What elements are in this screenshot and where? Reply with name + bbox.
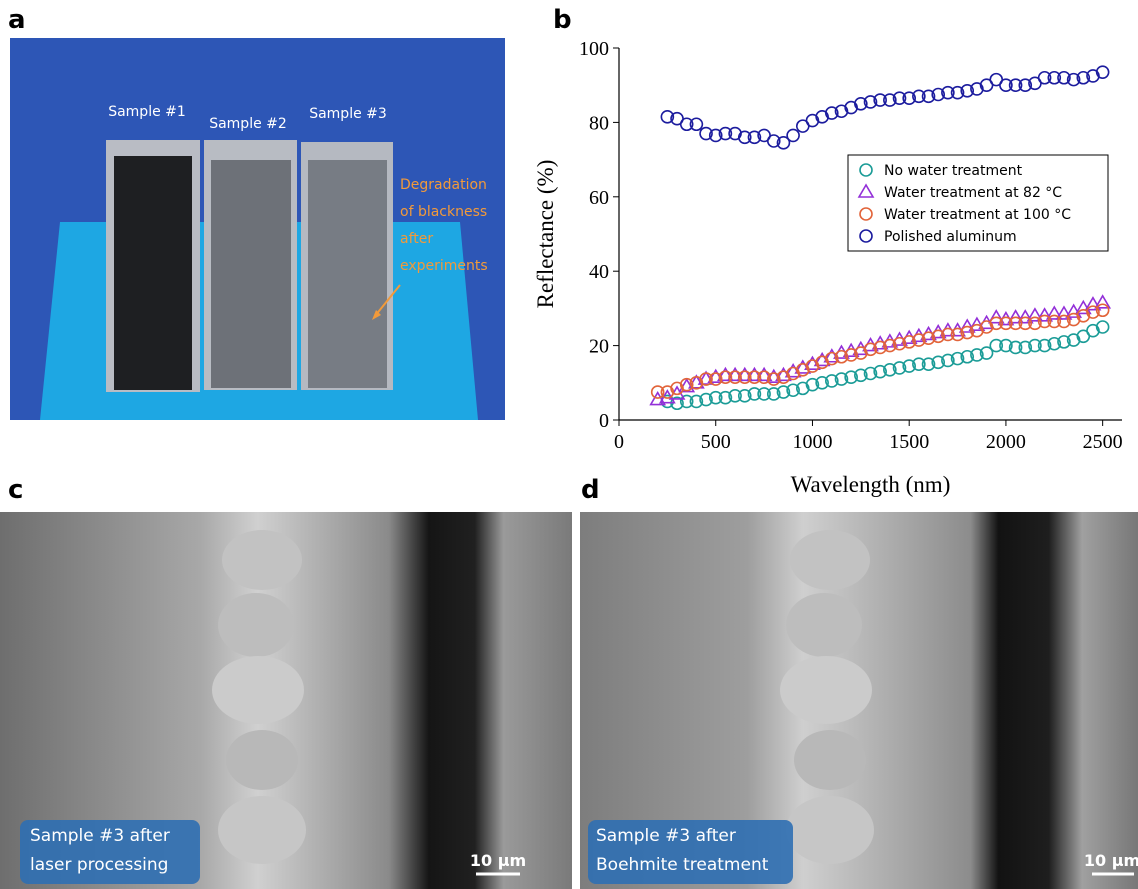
x-tick-label: 2000 xyxy=(986,431,1026,453)
caption: laser processing xyxy=(30,855,168,875)
y-tick-label: 60 xyxy=(589,187,609,209)
legend-label: Polished aluminum xyxy=(884,229,1017,245)
sample-label: Sample #3 xyxy=(309,106,387,122)
annotation: after xyxy=(400,231,433,247)
marker xyxy=(787,129,799,141)
annotation: Degradation xyxy=(400,177,487,193)
caption: Boehmite treatment xyxy=(596,855,769,875)
scale-bar-label: 10 μm xyxy=(1084,851,1138,870)
sample-label: Sample #1 xyxy=(108,104,186,120)
y-tick-label: 0 xyxy=(599,410,609,432)
x-tick-label: 0 xyxy=(614,431,624,453)
x-axis-label: Wavelength (nm) xyxy=(791,472,951,497)
annotation: of blackness xyxy=(400,204,487,220)
panel-label: d xyxy=(581,475,600,505)
scale-bar-label: 10 μm xyxy=(470,851,526,870)
figure: a Sample #1 Sample #2 Sample #3 Degradat… xyxy=(0,0,1138,889)
panel-label: a xyxy=(8,5,26,35)
sample-label: Sample #2 xyxy=(209,116,287,132)
legend-label: Water treatment at 82 °C xyxy=(884,185,1062,201)
annotation: experiments xyxy=(400,258,488,274)
panel-label: c xyxy=(8,475,23,505)
y-tick-label: 100 xyxy=(579,38,609,60)
legend-label: No water treatment xyxy=(884,163,1023,179)
caption: Sample #3 after xyxy=(596,826,736,846)
x-tick-label: 1000 xyxy=(792,431,832,453)
caption: Sample #3 after xyxy=(30,826,170,846)
photo xyxy=(10,38,505,420)
x-tick-label: 500 xyxy=(701,431,731,453)
y-axis-label: Reflectance (%) xyxy=(533,160,558,309)
y-tick-label: 80 xyxy=(589,112,609,134)
legend-label: Water treatment at 100 °C xyxy=(884,207,1071,223)
x-tick-label: 2500 xyxy=(1083,431,1123,453)
panel-label: b xyxy=(553,5,572,35)
y-tick-label: 20 xyxy=(589,336,609,358)
y-tick-label: 40 xyxy=(589,261,609,283)
x-tick-label: 1500 xyxy=(889,431,929,453)
